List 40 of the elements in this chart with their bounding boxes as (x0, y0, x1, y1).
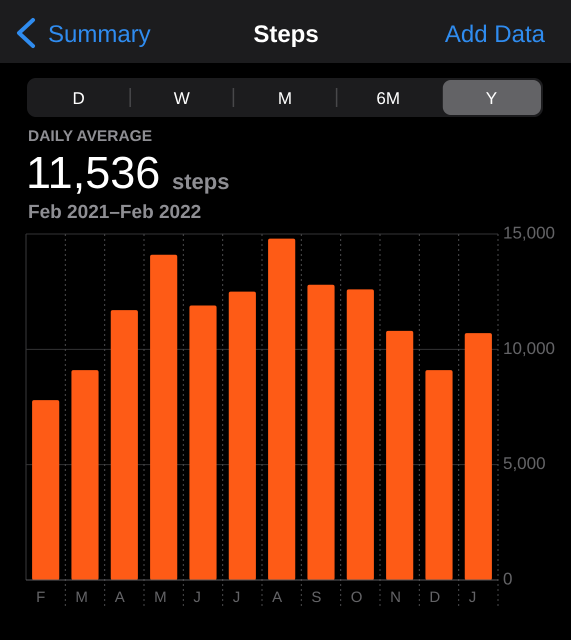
bar (32, 400, 60, 580)
text: 6M (376, 89, 400, 108)
bar (425, 370, 453, 580)
x-tick-label: M (75, 588, 88, 606)
x-tick-label: D (429, 588, 440, 606)
x-tick-label: J (193, 588, 201, 606)
x-tick-label: J (468, 588, 476, 606)
bar (307, 284, 335, 580)
text: M (278, 89, 292, 108)
y-tick-label: 15,000 (503, 223, 555, 242)
text: Summary (48, 21, 151, 48)
x-tick-label: M (154, 588, 167, 606)
bar (189, 306, 217, 580)
text: W (174, 89, 190, 108)
bar (150, 254, 178, 580)
bar (228, 292, 256, 580)
x-tick-label: S (311, 588, 322, 606)
bar (268, 238, 296, 580)
bar (464, 333, 492, 580)
bar (386, 330, 414, 580)
x-tick-label: F (36, 588, 46, 606)
bar (110, 310, 138, 580)
x-tick-label: N (390, 588, 401, 606)
text: DAILY AVERAGE (28, 128, 152, 145)
text: D (72, 89, 85, 108)
text: Y (486, 89, 498, 108)
x-tick-label: A (272, 588, 282, 606)
x-tick-label: J (232, 588, 240, 606)
text: 11,536 (26, 147, 160, 198)
text: steps (172, 169, 230, 194)
y-tick-label: 5,000 (503, 454, 546, 474)
chart-title: Steps (253, 21, 319, 48)
x-tick-label: O (350, 588, 362, 606)
y-tick-label: 10,000 (503, 338, 555, 358)
chart-subtitle: Feb 2021–Feb 2022 (28, 202, 202, 223)
y-tick-label: 0 (503, 569, 512, 588)
bar (71, 370, 99, 580)
bar (346, 289, 374, 580)
x-tick-label: A (114, 588, 125, 606)
text: Add Data (444, 21, 546, 48)
